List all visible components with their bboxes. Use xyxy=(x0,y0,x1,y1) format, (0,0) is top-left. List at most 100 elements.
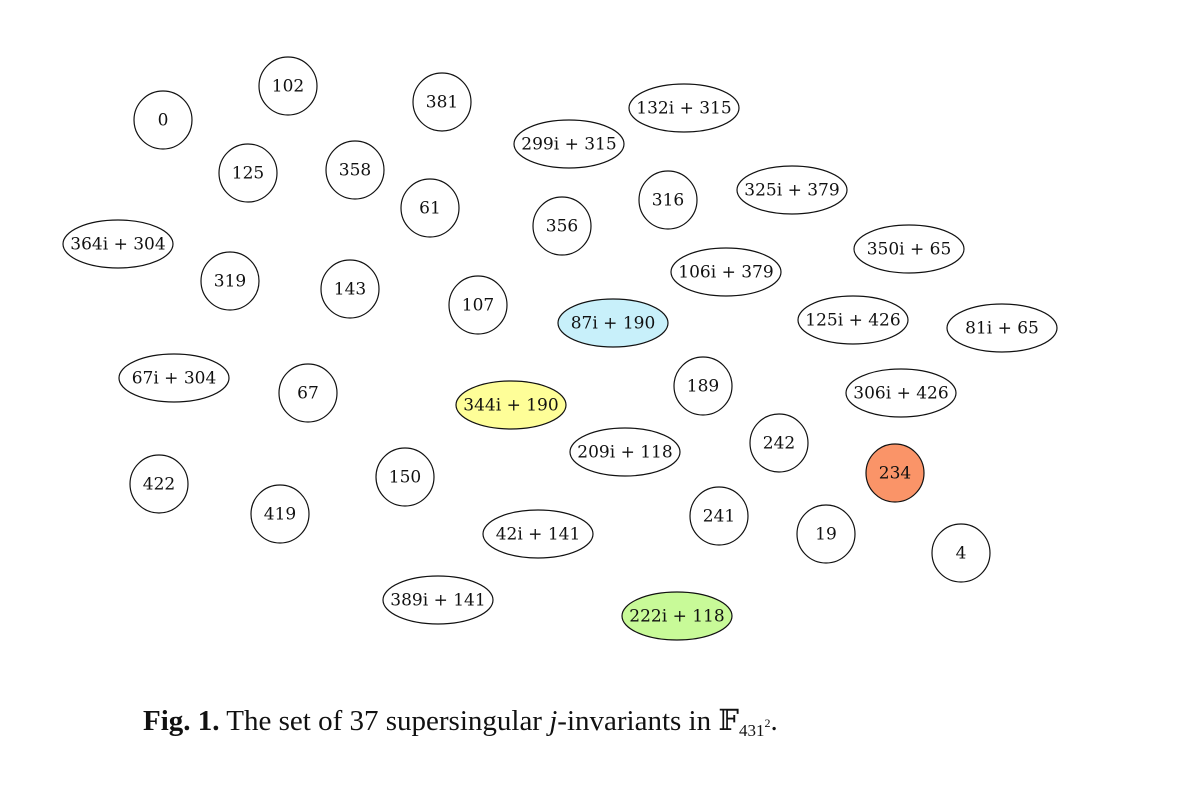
node-shape xyxy=(796,504,856,564)
node: 419 xyxy=(250,484,310,544)
node-shape xyxy=(931,523,991,583)
node: 356 xyxy=(532,196,592,256)
node-label: 325i + 379 xyxy=(744,181,839,201)
node: 209i + 118 xyxy=(569,427,681,477)
node-label: 344i + 190 xyxy=(463,396,558,416)
caption-field-subscript: 4312 xyxy=(739,716,771,740)
node-shape xyxy=(689,486,749,546)
node-shape xyxy=(412,72,472,132)
node-label: 132i + 315 xyxy=(636,99,731,119)
node-shape xyxy=(569,427,681,477)
node-label: 350i + 65 xyxy=(867,240,952,260)
node: 61 xyxy=(400,178,460,238)
node: 364i + 304 xyxy=(62,219,174,269)
node-label: 234 xyxy=(879,464,911,484)
node: 125 xyxy=(218,143,278,203)
node-shape xyxy=(278,363,338,423)
node-label: 389i + 141 xyxy=(390,591,485,611)
node-label: 42i + 141 xyxy=(496,525,581,545)
node-label: 358 xyxy=(339,161,371,181)
caption-field-exponent: 2 xyxy=(764,716,771,730)
node: 316 xyxy=(638,170,698,230)
node-shape xyxy=(482,509,594,559)
node-shape xyxy=(628,83,740,133)
node-label: 4 xyxy=(956,544,967,564)
node: 350i + 65 xyxy=(853,224,965,274)
node: 102 xyxy=(258,56,318,116)
node: 234 xyxy=(865,443,925,503)
node-label: 106i + 379 xyxy=(678,263,773,283)
node-shape xyxy=(129,454,189,514)
node-label: 241 xyxy=(703,507,735,527)
node: 242 xyxy=(749,413,809,473)
node-shape xyxy=(325,140,385,200)
node-shape xyxy=(62,219,174,269)
node: 189 xyxy=(673,356,733,416)
node-label: 125i + 426 xyxy=(805,311,900,331)
node-shape xyxy=(621,591,733,641)
node-shape xyxy=(513,119,625,169)
node-label: 0 xyxy=(158,111,169,131)
node: 107 xyxy=(448,275,508,335)
node-label: 422 xyxy=(143,475,175,495)
node-label: 61 xyxy=(419,199,441,219)
figure-number: Fig. 1. xyxy=(143,705,220,737)
node: 319 xyxy=(200,251,260,311)
node-label: 306i + 426 xyxy=(853,384,948,404)
node-label: 107 xyxy=(462,296,494,316)
node-shape xyxy=(133,90,193,150)
node: 19 xyxy=(796,504,856,564)
node-label: 222i + 118 xyxy=(629,607,724,627)
node: 143 xyxy=(320,259,380,319)
node-label: 209i + 118 xyxy=(577,443,672,463)
node-shape xyxy=(736,165,848,215)
caption-end-punct: . xyxy=(770,705,778,737)
node-shape xyxy=(448,275,508,335)
node-label: 19 xyxy=(815,525,837,545)
node-shape xyxy=(865,443,925,503)
node-label: 102 xyxy=(272,77,304,97)
node-shape xyxy=(200,251,260,311)
node-shape xyxy=(797,295,909,345)
node-shape xyxy=(638,170,698,230)
node: 0 xyxy=(133,90,193,150)
node-label: 125 xyxy=(232,164,264,184)
node-shape xyxy=(673,356,733,416)
node: 222i + 118 xyxy=(621,591,733,641)
node: 299i + 315 xyxy=(513,119,625,169)
node-shape xyxy=(946,303,1058,353)
node: 42i + 141 xyxy=(482,509,594,559)
node: 344i + 190 xyxy=(455,380,567,430)
node-label: 81i + 65 xyxy=(965,319,1039,339)
node-label: 242 xyxy=(763,434,795,454)
caption-field-symbol: 𝔽 xyxy=(718,703,739,737)
node-label: 364i + 304 xyxy=(70,235,165,255)
node: 132i + 315 xyxy=(628,83,740,133)
node: 381 xyxy=(412,72,472,132)
node: 106i + 379 xyxy=(670,247,782,297)
node-shape xyxy=(218,143,278,203)
node-shape xyxy=(118,353,230,403)
node: 125i + 426 xyxy=(797,295,909,345)
node-shape xyxy=(455,380,567,430)
node-shape xyxy=(532,196,592,256)
node-label: 419 xyxy=(264,505,296,525)
node: 422 xyxy=(129,454,189,514)
j-invariant-diagram: 0 102 381 132i + 315 299i + 315 125 358 61 356 31… xyxy=(62,56,1058,641)
node: 241 xyxy=(689,486,749,546)
node: 67i + 304 xyxy=(118,353,230,403)
node-shape xyxy=(258,56,318,116)
node-shape xyxy=(845,368,957,418)
node-label: 67 xyxy=(297,384,319,404)
caption-math-j: j xyxy=(549,705,558,737)
node-label: 87i + 190 xyxy=(571,314,656,334)
node: 87i + 190 xyxy=(557,298,669,348)
node: 389i + 141 xyxy=(382,575,494,625)
node-label: 299i + 315 xyxy=(521,135,616,155)
node-label: 189 xyxy=(687,377,719,397)
figure-caption: Fig. 1. The set of 37 supersingular j-in… xyxy=(143,703,778,741)
caption-text-before: The set of 37 supersingular xyxy=(226,705,542,737)
node-label: 143 xyxy=(334,280,366,300)
node-shape xyxy=(375,447,435,507)
node-label: 150 xyxy=(389,468,421,488)
